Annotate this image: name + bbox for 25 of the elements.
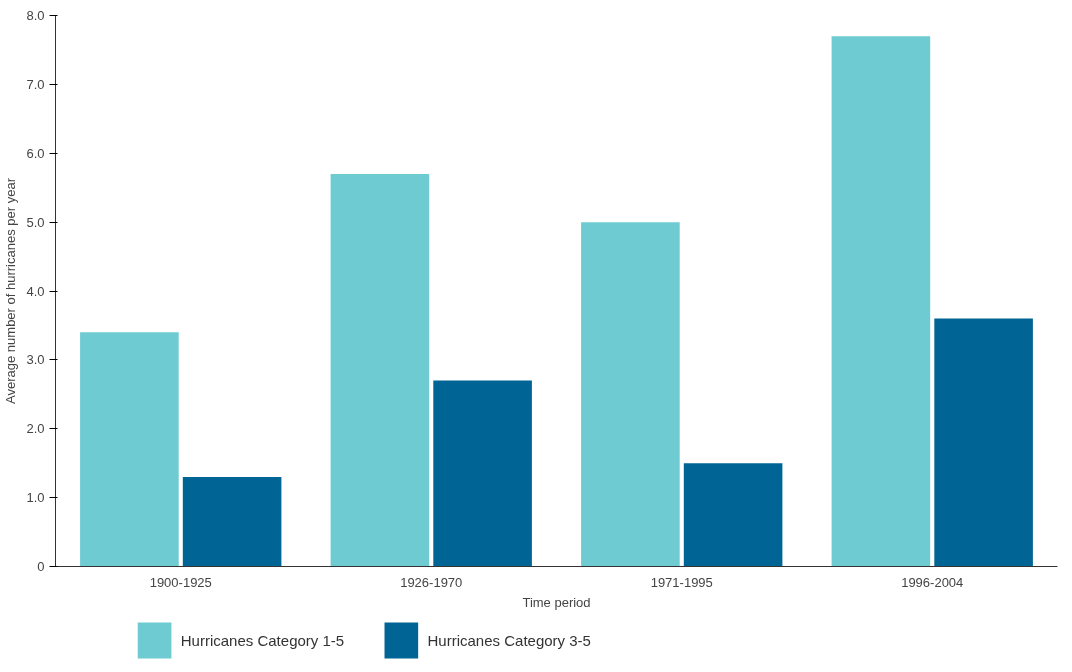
x-tick-label: 1996-2004: [901, 574, 964, 590]
legend-label: Hurricanes Category 3-5: [427, 632, 591, 649]
legend-label: Hurricanes Category 1-5: [180, 632, 345, 649]
bar: [182, 476, 282, 567]
bar: [433, 380, 532, 567]
y-tick-label: 8.0: [26, 8, 45, 23]
x-tick-label: 1900-1925: [149, 574, 212, 590]
bar: [831, 36, 931, 567]
bar: [330, 173, 430, 567]
y-tick-label: 3.0: [26, 352, 45, 368]
bar: [934, 318, 1033, 567]
x-axis-title: Time period: [522, 594, 591, 610]
y-tick-label: 1.0: [26, 490, 45, 506]
y-tick-label: 5.0: [26, 214, 45, 230]
x-tick-label: 1926-1970: [400, 574, 463, 590]
bar: [581, 222, 680, 567]
y-axis-title: Average number of hurricanes per year: [3, 177, 19, 404]
y-tick-label: 7.0: [26, 76, 45, 92]
bar: [80, 332, 179, 567]
y-tick-label: 4.0: [26, 283, 45, 299]
x-tick-label: 1971-1995: [650, 574, 713, 590]
bar: [683, 463, 783, 567]
y-tick-label: 6.0: [26, 145, 45, 161]
y-tick-label: 0: [37, 559, 45, 574]
y-tick-label: 2.0: [26, 421, 45, 437]
